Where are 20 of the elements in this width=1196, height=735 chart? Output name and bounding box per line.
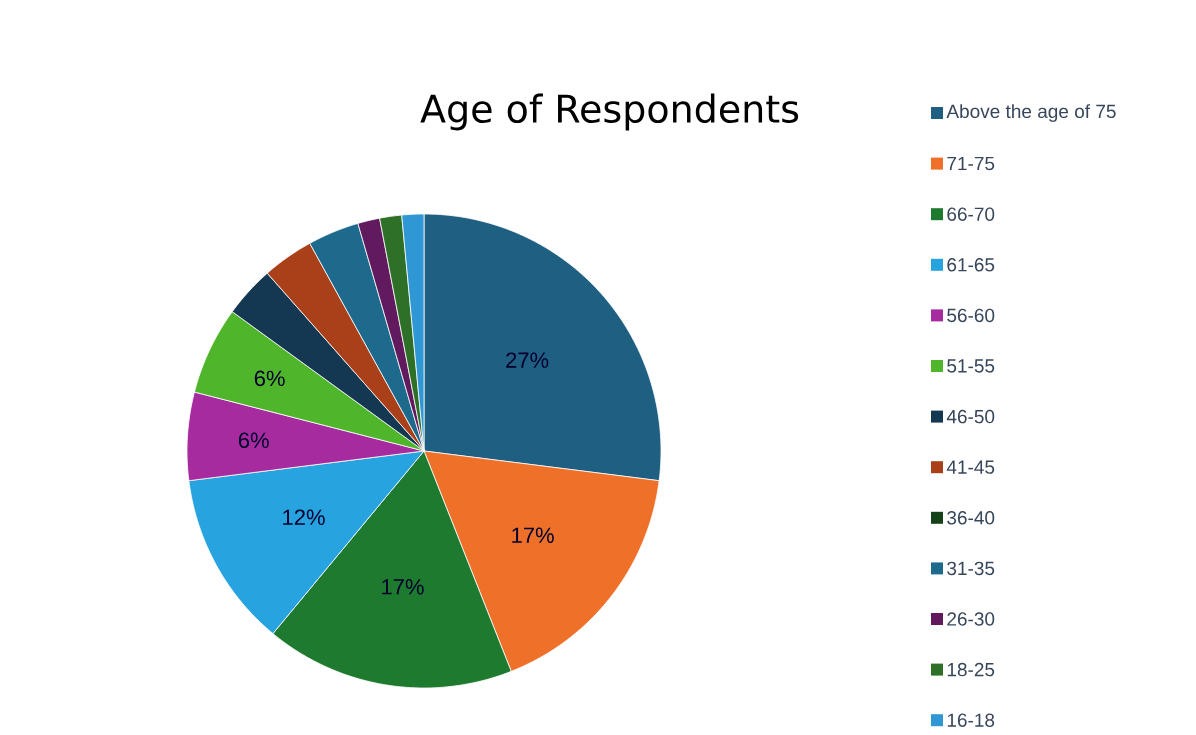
data-label: 27%: [506, 352, 549, 368]
legend-label: 26-30: [947, 612, 995, 626]
legend-label: 51-55: [947, 359, 995, 373]
legend-label: 31-35: [947, 561, 995, 576]
legend-label: 16-18: [947, 713, 995, 727]
data-label: 6%: [254, 370, 285, 387]
chart-title: Age of Respondents: [420, 93, 799, 131]
data-label: 17%: [512, 527, 554, 543]
legend-label: 41-45: [946, 460, 995, 474]
data-label: 12%: [283, 509, 325, 525]
legend-label: 46-50: [946, 409, 995, 424]
legend-label: 71-75: [947, 156, 995, 171]
legend-label: 18-25: [947, 662, 995, 677]
data-label: 6%: [238, 432, 269, 449]
legend-label: Above the age of 75: [946, 104, 1116, 122]
legend-label: 66-70: [947, 207, 995, 221]
legend-label: 56-60: [947, 308, 995, 323]
data-label: 17%: [382, 579, 424, 595]
legend-label: 36-40: [947, 511, 995, 525]
legend-label: 61-65: [947, 258, 995, 272]
